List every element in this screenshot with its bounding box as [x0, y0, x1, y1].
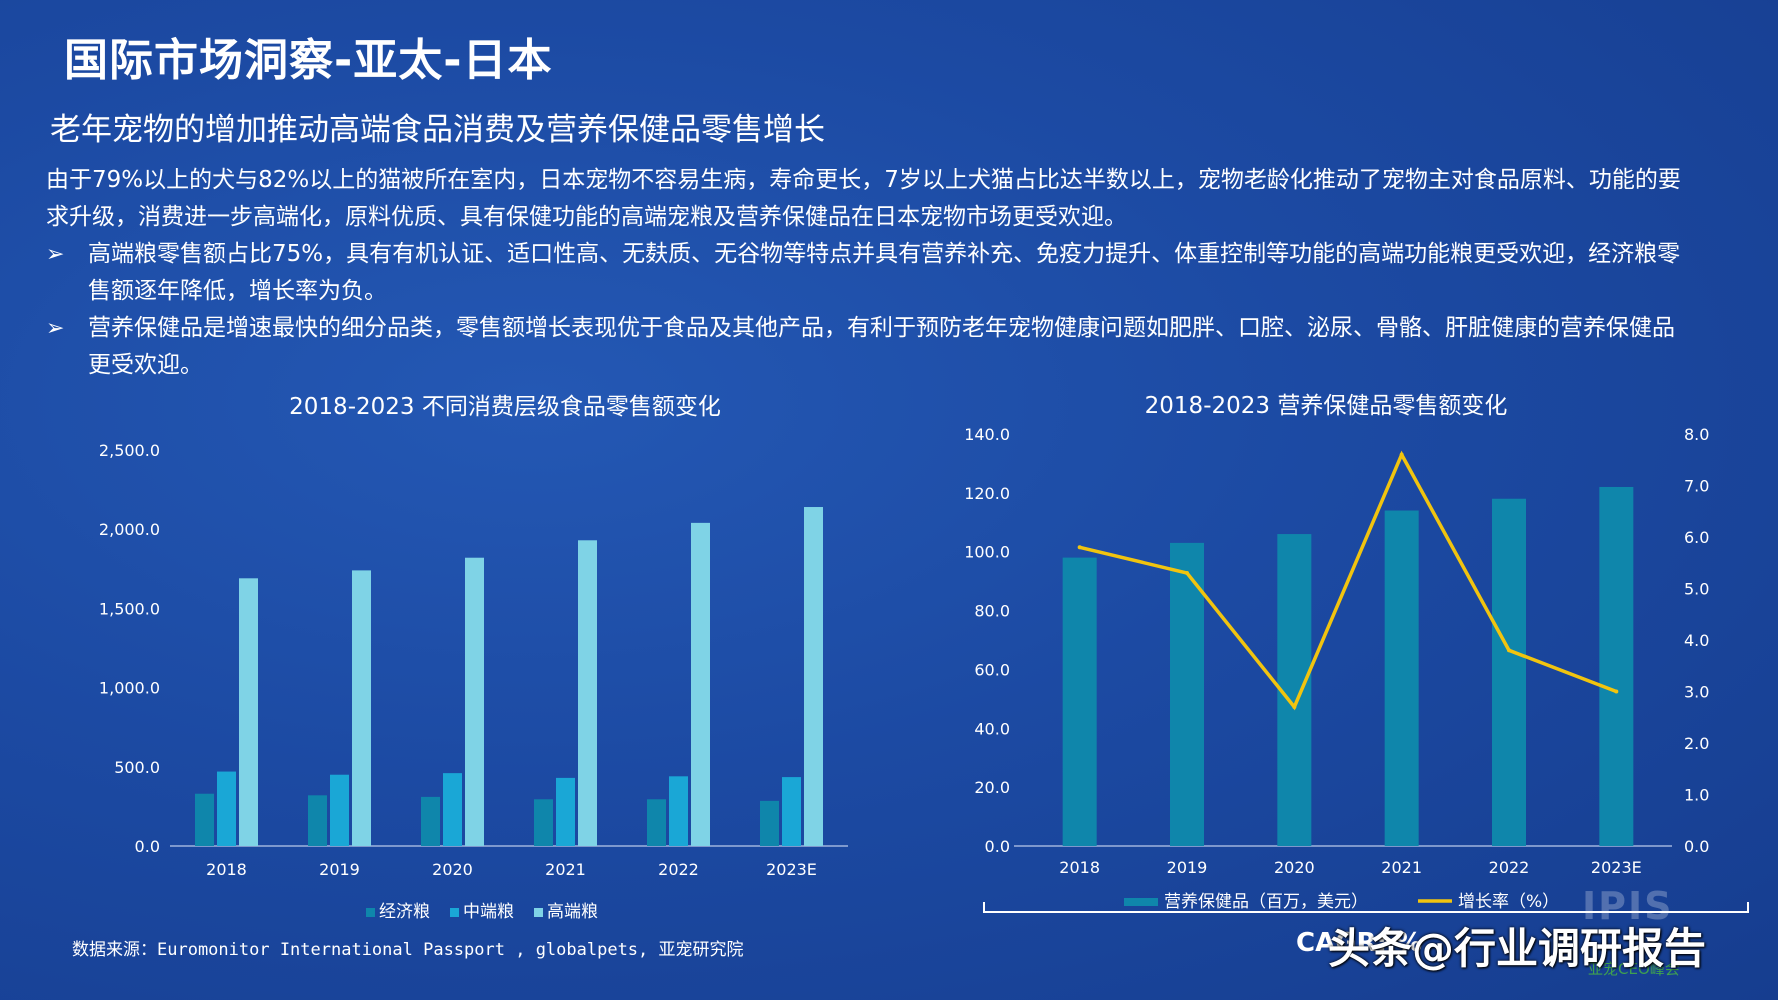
y2-tick-label: 5.0 [1684, 580, 1709, 599]
x-tick-label: 2021 [1381, 858, 1422, 877]
data-source: 数据来源：Euromonitor International Passport … [72, 940, 744, 960]
bar-高端粮 [465, 557, 484, 846]
x-tick-label: 2019 [319, 860, 360, 879]
arrow-icon: ➢ [46, 242, 65, 267]
bar-经济粮 [195, 793, 214, 846]
watermark-text: 头条@行业调研报告 [1328, 924, 1707, 973]
y-tick-label: 500.0 [114, 758, 160, 777]
y-tick-label: 0.0 [135, 837, 160, 856]
growth-rate-point [1077, 545, 1082, 550]
bar-中端粮 [217, 771, 236, 846]
x-tick-label: 2022 [658, 860, 699, 879]
bullet-text: 营养保健品是增速最快的细分品类，零售额增长表现优于食品及其他产品，有利于预防老年… [88, 315, 1675, 378]
bar-经济粮 [647, 799, 666, 846]
y-tick-label: 1,500.0 [99, 599, 160, 618]
growth-rate-point [1507, 648, 1511, 653]
legend-swatch [450, 908, 459, 917]
legend-label: 高端粮 [547, 902, 598, 922]
bar-经济粮 [760, 800, 779, 846]
legend-bracket [983, 902, 1749, 913]
x-tick-label: 2021 [545, 860, 586, 879]
bar-中端粮 [443, 773, 462, 846]
bullet-item: ➢ 营养保健品是增速最快的细分品类，零售额增长表现优于食品及其他产品，有利于预防… [46, 310, 1686, 384]
x-tick-label: 2023E [766, 860, 817, 879]
y-tick-label: 1,000.0 [99, 679, 160, 698]
y-tick-label: 2,500.0 [99, 441, 160, 460]
y-tick-label: 40.0 [974, 719, 1010, 738]
bar-高端粮 [239, 578, 258, 846]
y-tick-label: 120.0 [964, 484, 1010, 503]
x-tick-label: 2018 [1059, 858, 1100, 877]
chart-title: 2018-2023 不同消费层级食品零售额变化 [289, 394, 721, 420]
x-tick-label: 2023E [1591, 858, 1642, 877]
intro-paragraph: 由于79%以上的犬与82%以上的猫被所在室内，日本宠物不容易生病，寿命更长，7岁… [46, 167, 1681, 230]
page-title: 国际市场洞察-亚太-日本 [64, 35, 553, 86]
growth-rate-point [1399, 452, 1404, 457]
bar-中端粮 [330, 774, 349, 846]
y2-tick-label: 1.0 [1684, 786, 1709, 805]
y2-tick-label: 6.0 [1684, 528, 1709, 547]
y-tick-label: 100.0 [964, 543, 1010, 562]
page-subtitle: 老年宠物的增加推动高端食品消费及营养保健品零售增长 [50, 112, 825, 148]
bar-高端粮 [352, 570, 371, 846]
bar-中端粮 [782, 777, 801, 846]
bullet-text: 高端粮零售额占比75%，具有有机认证、适口性高、无麸质、无谷物等特点并具有营养补… [88, 241, 1681, 304]
growth-rate-point [1185, 571, 1189, 576]
x-tick-label: 2019 [1167, 858, 1208, 877]
bar-高端粮 [691, 522, 710, 846]
bar-中端粮 [556, 777, 575, 846]
bar-高端粮 [578, 540, 597, 846]
chart-title: 2018-2023 营养保健品零售额变化 [1145, 393, 1508, 419]
growth-rate-line [1079, 450, 1617, 711]
growth-rate-point [1292, 704, 1297, 709]
x-tick-label: 2020 [1274, 858, 1315, 877]
bar-高端粮 [804, 507, 823, 846]
legend-label: 中端粮 [463, 902, 514, 922]
y-tick-label: 0.0 [985, 837, 1010, 856]
brand-subtitle: 亚宠CEO峰会 [1588, 960, 1680, 978]
bar-中端粮 [669, 776, 688, 846]
bullet-item: ➢ 高端粮零售额占比75%，具有有机认证、适口性高、无麸质、无谷物等特点并具有营… [46, 236, 1686, 310]
x-tick-label: 2022 [1489, 858, 1530, 877]
y2-tick-label: 8.0 [1684, 425, 1709, 444]
bar-supplement [1170, 542, 1204, 846]
y-tick-label: 2,000.0 [99, 520, 160, 539]
x-tick-label: 2020 [432, 860, 473, 879]
legend-swatch [534, 908, 543, 917]
y-tick-label: 80.0 [974, 602, 1010, 621]
legend-label: 增长率（%） [1458, 892, 1559, 912]
legend-label: 经济粮 [379, 902, 430, 922]
bar-supplement [1492, 498, 1526, 846]
bar-supplement [1384, 510, 1419, 846]
growth-rate-point [1614, 689, 1619, 694]
arrow-icon: ➢ [46, 316, 65, 341]
bar-经济粮 [421, 796, 440, 846]
food-retail-chart: 2018-2023 不同消费层级食品零售额变化 0.0 500.0 1,000.0 1,… [99, 394, 848, 922]
x-tick-label: 2018 [206, 860, 247, 879]
y2-tick-label: 4.0 [1684, 631, 1709, 650]
y2-tick-label: 7.0 [1684, 477, 1709, 496]
legend-swatch [1124, 898, 1158, 906]
y-tick-label: 140.0 [964, 425, 1010, 444]
y-tick-label: 60.0 [974, 660, 1010, 679]
y2-tick-label: 3.0 [1684, 683, 1709, 702]
legend-label: 营养保健品（百万，美元） [1164, 892, 1368, 912]
legend-swatch [366, 908, 375, 917]
y2-tick-label: 2.0 [1684, 734, 1709, 753]
y2-tick-label: 0.0 [1684, 837, 1709, 856]
cagr-label: CAGR: % [1296, 928, 1423, 958]
y-tick-label: 20.0 [974, 778, 1010, 797]
brand-logo: IPIS [1582, 884, 1674, 928]
bar-supplement [1599, 486, 1634, 846]
bar-经济粮 [308, 795, 327, 846]
bar-经济粮 [534, 799, 553, 846]
supplement-retail-chart: 2018-2023 营养保健品零售额变化 0.0 20.0 40.0 60.0 80.0 1… [964, 393, 1749, 913]
bar-supplement [1062, 557, 1097, 846]
